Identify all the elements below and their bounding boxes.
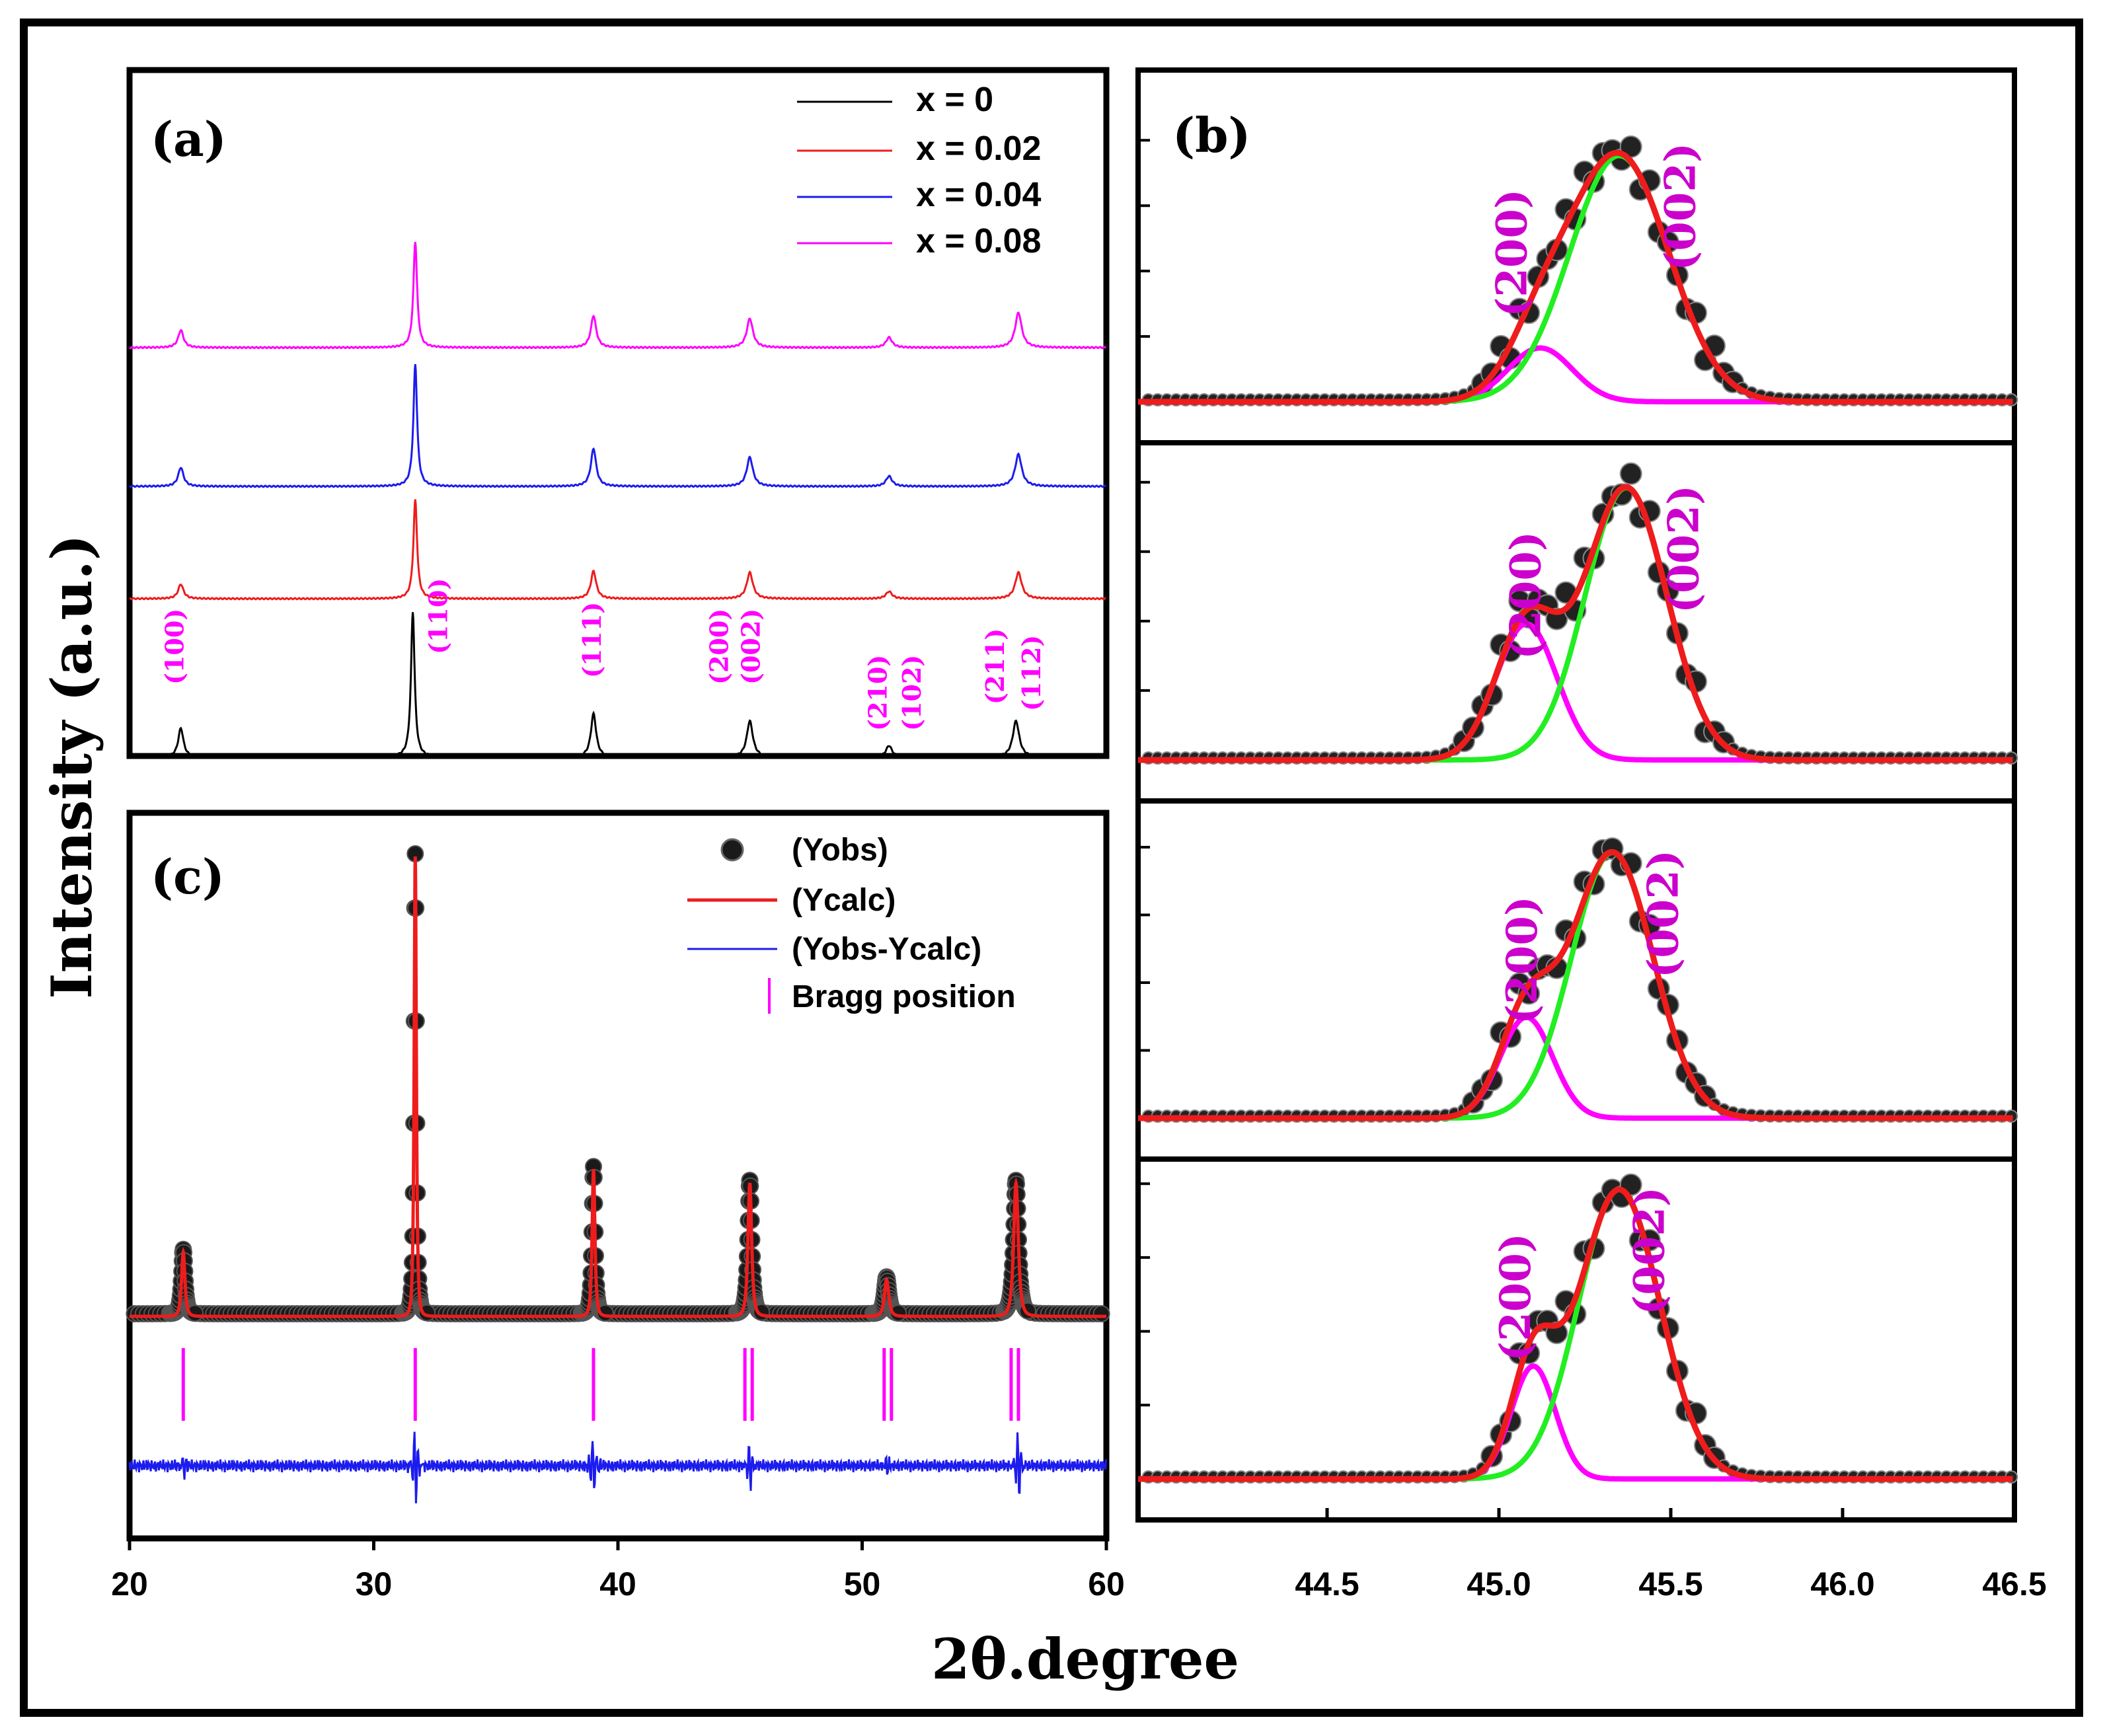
panel-c-label: (c)	[151, 849, 225, 905]
panel-a-series	[129, 241, 1107, 759]
panel-a-annotations: (100) (110) (111) (200) (002) (210) (102) (211)…	[159, 578, 1046, 731]
observed-point	[1619, 462, 1642, 485]
ycalc-line	[130, 856, 1106, 1318]
x-tick-label: 40	[599, 1566, 636, 1603]
x-tick-label: 50	[844, 1566, 881, 1603]
outer-border	[20, 19, 2083, 1717]
hkl-label-2: (111)	[577, 602, 607, 678]
label-002: (002)	[1660, 485, 1709, 613]
label-200: (200)	[1488, 189, 1537, 317]
panel-a-label: (a)	[151, 111, 227, 167]
x-tick-label: 30	[356, 1566, 393, 1603]
legend-text-2: x = 0.04	[916, 176, 1041, 214]
subpanel-0: (200) (002)	[1135, 67, 2018, 445]
label-002: (002)	[1638, 850, 1688, 978]
x-tick-label: 45.5	[1638, 1566, 1702, 1603]
subpanel-2: (200) (002)	[1135, 798, 2018, 1162]
series-line-3	[129, 241, 1107, 350]
legend-text-1: (Ycalc)	[792, 883, 896, 918]
series-line-1	[129, 499, 1106, 601]
hkl-label-4: (002)	[736, 609, 765, 685]
panel-c-x-ticks: 20 30 40 50 60	[111, 1538, 1125, 1603]
legend-text-3: Bragg position	[792, 979, 1016, 1014]
panel-c-plot	[126, 845, 1110, 1503]
x-tick-label: 46.0	[1810, 1566, 1874, 1603]
x-tick-label: 44.5	[1295, 1566, 1359, 1603]
yobs-point	[1092, 1305, 1110, 1322]
fit-curve	[1138, 1186, 2013, 1482]
panel-c-legend: (Yobs) (Ycalc) (Yobs-Ycalc) Bragg position	[687, 833, 1016, 1014]
fit-curve	[1138, 149, 2013, 405]
fit-curve	[1138, 484, 2013, 763]
subpanel-frame	[1135, 1156, 2017, 1523]
x-tick-label: 45.0	[1467, 1566, 1531, 1603]
fit-curve	[1138, 849, 2013, 1121]
legend-text-0: x = 0	[916, 81, 993, 119]
panel-b-subpanels: (200) (002) (200) (002) (200) (002) (200) (002)	[1135, 67, 2018, 1523]
label-200: (200)	[1498, 896, 1547, 1024]
label-002: (002)	[1625, 1187, 1675, 1315]
x-tick-label: 60	[1088, 1566, 1125, 1603]
hkl-label-6: (102)	[897, 655, 927, 731]
panel-b-x-ticks: 44.5 45.0 45.5 46.0 46.5	[1295, 1508, 2047, 1603]
y-axis-label: Intensity (a.u.)	[39, 534, 104, 999]
ydiff-line	[128, 1431, 1108, 1503]
hkl-label-3: (200)	[704, 609, 734, 685]
x-tick-label: 20	[111, 1566, 148, 1603]
label-200: (200)	[1501, 531, 1550, 660]
label-002: (002)	[1656, 143, 1705, 271]
panel-b-label: (b)	[1172, 107, 1250, 163]
x-axis-label: 2θ.degree	[931, 1626, 1239, 1692]
panel-a: (100) (110) (111) (200) (002) (210) (102) (211)…	[126, 67, 1110, 759]
panel-c: (c) (Yobs) (Ycalc) (Yobs-Ycalc) Bragg posit…	[111, 810, 1125, 1603]
panel-b: (200) (002) (200) (002) (200) (002) (200) (002)…	[1135, 67, 2047, 1603]
series-line-0	[129, 612, 1107, 759]
subpanel-3: (200) (002)	[1135, 1156, 2018, 1523]
legend-text-3: x = 0.08	[916, 222, 1041, 260]
hkl-label-8: (112)	[1016, 635, 1046, 711]
legend-text-1: x = 0.02	[916, 130, 1041, 168]
bragg-ticks	[181, 1348, 1020, 1421]
legend-swatch-0	[720, 838, 744, 862]
legend-text-0: (Yobs)	[792, 833, 888, 868]
hkl-label-7: (211)	[980, 628, 1010, 704]
series-line-2	[129, 363, 1107, 488]
label-200: (200)	[1491, 1233, 1541, 1361]
legend-text-2: (Yobs-Ycalc)	[792, 932, 981, 967]
panel-a-legend: x = 0 x = 0.02 x = 0.04 x = 0.08	[797, 81, 1041, 260]
x-tick-label: 46.5	[1982, 1566, 2046, 1603]
hkl-label-1: (110)	[423, 578, 453, 654]
hkl-label-0: (100)	[159, 609, 189, 685]
hkl-label-5: (210)	[863, 655, 893, 731]
